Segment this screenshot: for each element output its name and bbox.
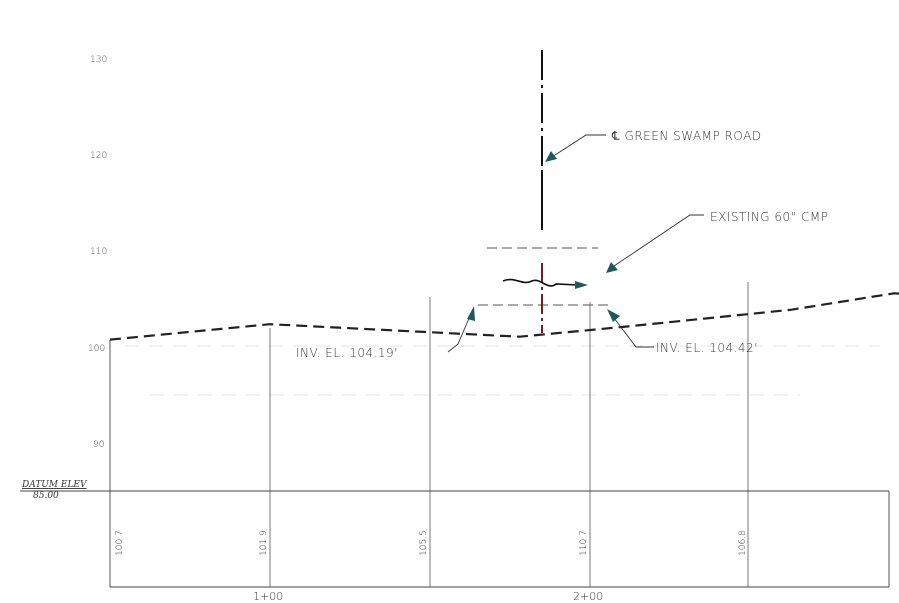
inv-right-callout: INV. EL. 104.42' [607, 309, 758, 355]
station-verticals [269, 282, 749, 587]
ground-elev-1: 101.9 [259, 530, 269, 556]
ground-elev-3: 110.7 [579, 530, 589, 556]
y-tick-130: 130 [90, 55, 107, 65]
y-tick-100: 100 [88, 344, 105, 354]
station-labels: 1+00 2+00 [253, 590, 603, 603]
datum-title: DATUM ELEV [21, 480, 88, 490]
ground-elev-2: 105.5 [419, 530, 429, 556]
ground-elev-0: 100.7 [115, 530, 125, 556]
datum-label: DATUM ELEV 85.00 [20, 480, 88, 501]
inv-left-arrowhead-icon [467, 306, 475, 321]
existing-ground-line [109, 292, 899, 341]
station-label-1: 1+00 [253, 590, 283, 603]
elevation-axis: 130 120 110 100 90 [88, 55, 107, 450]
culvert-callout: EXISTING 60" CMP [606, 210, 829, 273]
culvert-label: EXISTING 60" CMP [710, 210, 829, 224]
ground-elevation-readings: 100.7 101.9 105.5 110.7 106.8 [115, 530, 748, 556]
inv-right-label: INV. EL. 104.42' [656, 341, 758, 355]
inv-left-leader [447, 315, 471, 353]
flow-arrow [502, 278, 588, 289]
culvert-arrowhead-icon [606, 262, 618, 273]
centerline-callout: ℄ GREEN SWAMP ROAD [545, 129, 762, 162]
inv-left-callout: INV. EL. 104.19' [296, 306, 475, 360]
elevation-table [20, 340, 890, 588]
centerline-arrowhead-icon [545, 151, 557, 162]
y-tick-110: 110 [90, 247, 107, 257]
station-label-2: 2+00 [573, 590, 603, 603]
y-tick-90: 90 [93, 440, 104, 450]
culvert-leader [613, 214, 704, 267]
datum-value: 85.00 [33, 491, 59, 501]
inv-right-leader [613, 317, 654, 348]
flow-arrowhead-icon [575, 281, 588, 289]
centerline-leader [551, 134, 606, 158]
y-tick-120: 120 [90, 151, 107, 161]
inv-right-arrowhead-icon [607, 309, 620, 322]
elevation-gridlines [125, 345, 880, 396]
flow-squiggle [502, 278, 579, 287]
centerline-label: ℄ GREEN SWAMP ROAD [611, 129, 762, 143]
inv-left-label: INV. EL. 104.19' [296, 346, 398, 360]
ground-elev-4: 106.8 [738, 530, 748, 556]
